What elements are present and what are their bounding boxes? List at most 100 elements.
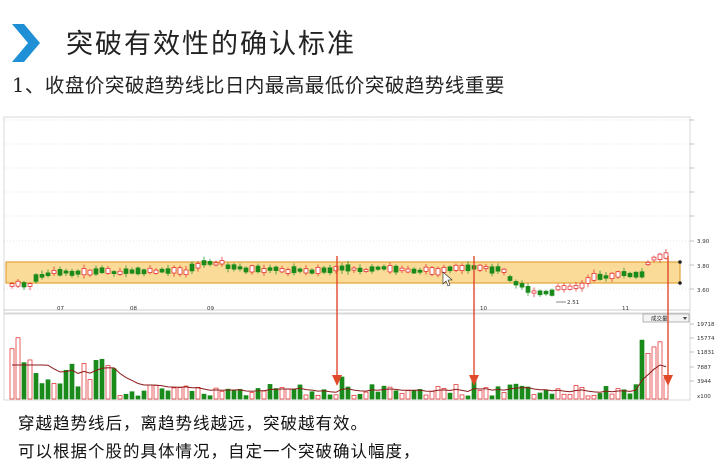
volume-bar [519, 385, 525, 400]
candle-body [375, 266, 381, 270]
breakout-arrow [332, 256, 342, 386]
volume-bar [243, 395, 249, 400]
note-line: 穿越趋势线后，离趋势线越远，突破越有效。 [18, 414, 368, 433]
candle-body [387, 265, 393, 273]
candle-body [549, 289, 555, 296]
note-line: 可以根据个股的具体情况，自定一个突破确认幅度， [18, 442, 421, 461]
volume-bar [573, 385, 579, 400]
volume-bar [33, 373, 39, 400]
volume-bar [255, 388, 261, 400]
candle-body [69, 270, 75, 276]
volume-panel [3, 313, 691, 401]
candle-body [165, 268, 171, 274]
candle-body [339, 265, 345, 271]
candle-body [447, 266, 453, 272]
candle-body [231, 264, 237, 270]
candle-body [51, 270, 57, 274]
candle-body [183, 269, 189, 276]
candle-body [45, 272, 51, 276]
date-label: 08 [130, 306, 137, 312]
volume-bar [477, 389, 483, 400]
volume-bar [531, 394, 537, 400]
candle-body [369, 266, 375, 272]
candle-body [81, 268, 87, 276]
date-label: 10 [480, 306, 487, 312]
volume-type-button[interactable]: 成交量 [642, 313, 690, 323]
volume-bar [111, 368, 117, 400]
candle-body [63, 270, 69, 274]
volume-bar [429, 391, 435, 400]
candle-body [423, 266, 429, 272]
volume-bar [621, 389, 627, 400]
volume-bar [231, 389, 237, 400]
breakout-arrow [663, 256, 673, 386]
candle-body [57, 269, 63, 276]
candle-body [585, 277, 591, 284]
volume-bar [441, 388, 447, 400]
candle-body [327, 267, 333, 274]
candle-body [381, 266, 387, 270]
candle-body [591, 273, 597, 281]
volume-bar [123, 393, 129, 400]
candle-body [267, 267, 273, 271]
volume-bar [153, 385, 159, 400]
candle-body [573, 285, 579, 289]
candle-body [321, 267, 327, 273]
volume-bar [45, 379, 51, 400]
volume-bar [129, 391, 135, 400]
candle-body [33, 274, 39, 282]
volume-bar [303, 394, 309, 400]
candle-body [237, 266, 243, 270]
volume-bar [393, 390, 399, 400]
volume-unit-label: x100 [697, 394, 711, 400]
candle-body [309, 269, 315, 274]
volume-bar [141, 390, 147, 400]
volume-bar [63, 369, 69, 400]
candle-body [435, 268, 441, 276]
candle-body [15, 280, 21, 287]
candle-body [297, 268, 303, 272]
candle-body [615, 271, 621, 278]
candle-body [351, 267, 357, 271]
volume-bar [81, 363, 87, 400]
volume-bar [657, 341, 663, 400]
volume-bar [171, 387, 177, 400]
volume-bar [207, 395, 213, 400]
candle-body [531, 290, 537, 294]
candle-body [21, 282, 27, 288]
volume-axis [690, 323, 694, 382]
volume-bar [495, 386, 501, 400]
candle-body [603, 275, 609, 279]
candle-body [495, 266, 501, 272]
mouse-cursor-icon [442, 271, 453, 287]
candle-body [171, 267, 177, 274]
candle-body [225, 264, 231, 269]
volume-bar [405, 390, 411, 400]
volume-bar [27, 359, 33, 400]
candle-body [519, 283, 525, 288]
candle-body [459, 265, 465, 271]
volume-bar [165, 390, 171, 400]
candle-body [261, 268, 267, 273]
candle-body [279, 268, 285, 273]
candle-body [627, 272, 633, 278]
date-label: 07 [57, 306, 64, 312]
candle-body [333, 266, 339, 272]
volume-bar [489, 395, 495, 400]
candle-body [663, 252, 669, 259]
volume-bar [273, 388, 279, 400]
volume-tick-label: 3944 [697, 379, 711, 385]
volume-bar [69, 363, 75, 400]
candle-body [159, 268, 165, 273]
volume-bar [357, 393, 363, 400]
date-label: 09 [207, 306, 214, 312]
candle-body [153, 269, 159, 274]
volume-bar [189, 390, 195, 400]
candle-body [303, 268, 309, 274]
candle-body [411, 268, 417, 274]
candle-body [315, 267, 321, 274]
candle-body [399, 267, 405, 272]
candle-body [255, 265, 261, 273]
volume-bar [627, 393, 633, 400]
candle-body [273, 266, 279, 271]
